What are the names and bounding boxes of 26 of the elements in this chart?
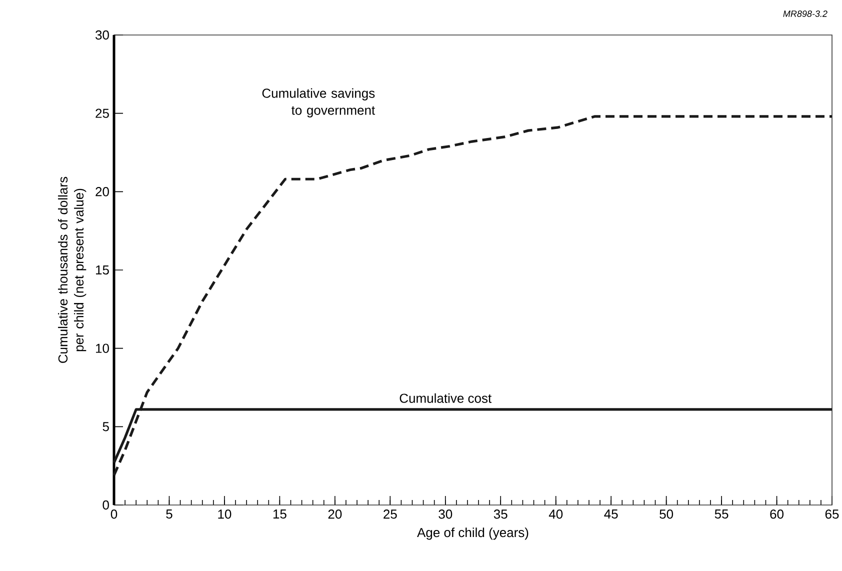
x-tick-label: 30 [438,510,452,519]
x-axis-title: Age of child (years) [417,528,528,540]
x-tick-label: 60 [770,510,784,519]
x-tick-label: 0 [110,510,118,519]
x-tick-label: 40 [548,510,563,519]
y-axis-title: Cumulative thousands of dollars per child (net present value) [58,176,86,363]
x-tick-label: 35 [494,510,508,519]
text: MR898-3.2 [783,10,828,17]
y-tick-label: 5 [102,422,109,432]
x-tick-label: 20 [328,510,342,519]
x-tick-label: 50 [660,510,674,519]
y-tick-label: 10 [96,344,109,353]
y-tick-label: 25 [96,108,109,118]
x-tick-label: 55 [714,510,728,519]
y-tick-label: 30 [96,30,109,40]
x-tick-label: 65 [825,510,839,519]
annotation: Cumulative savings to government [262,88,376,118]
x-tick-label: 10 [218,510,232,519]
x-tick-label: 25 [384,510,397,519]
x-tick-label: 15 [273,510,286,519]
x-tick-label: 45 [604,510,618,519]
annotation: Cumulative cost [400,393,492,403]
x-tick-label: 5 [166,510,172,519]
y-tick-label: 0 [102,500,109,510]
y-tick-label: 15 [96,265,109,275]
y-tick-label: 20 [96,187,109,196]
